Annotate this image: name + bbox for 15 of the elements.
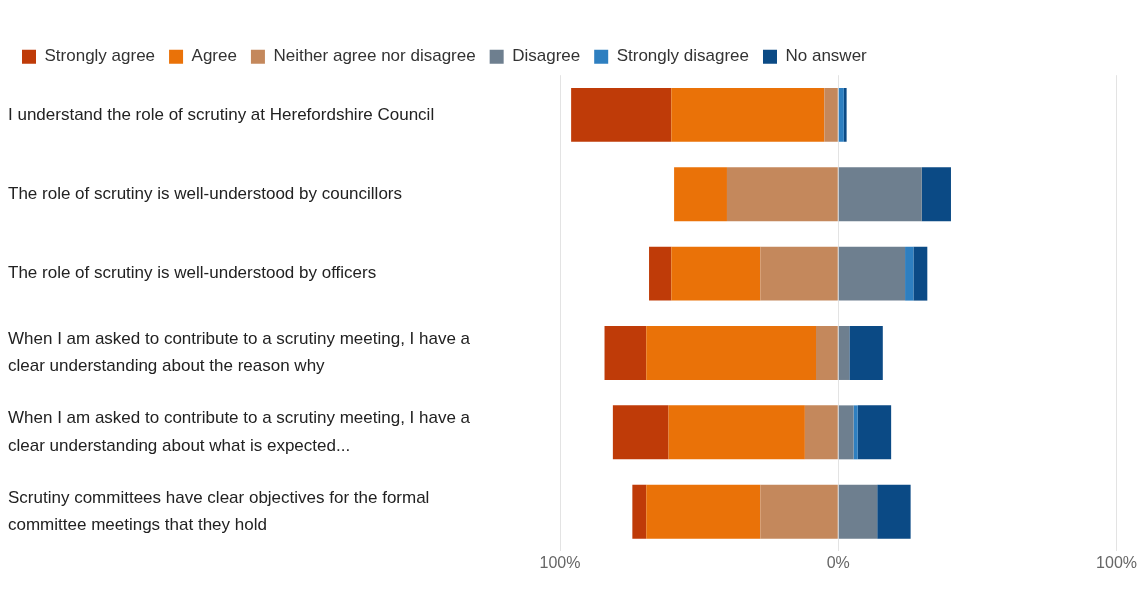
legend-label: Strongly disagree (616, 46, 750, 66)
x-tick-label: 0% (826, 554, 850, 572)
y-tick-label: The role of scrutiny is well-understood by officers (8, 263, 377, 283)
x-tick-label: 100% (539, 554, 581, 572)
legend-label: Neither agree nor disagree (273, 46, 476, 66)
legend-label: Strongly agree (44, 46, 156, 66)
y-tick-label: When I am asked to contribute to a scrutiny meeting, I have a clear understanding about what is expected... (8, 408, 471, 455)
x-tick-label: 100% (1096, 554, 1137, 572)
y-tick-label: The role of scrutiny is well-understood by councillors (8, 183, 403, 203)
legend-label: No answer (785, 46, 868, 66)
y-tick-label: When I am asked to contribute to a scrutiny meeting, I have a clear understanding about the reason why (8, 329, 471, 376)
y-tick-label: Scrutiny committees have clear objectives for the formal committee meetings that they hold (8, 487, 430, 534)
y-tick-label: I understand the role of scrutiny at Herefordshire Council (8, 104, 435, 124)
legend-label: Agree (191, 46, 237, 66)
legend-label: Disagree (512, 46, 581, 66)
